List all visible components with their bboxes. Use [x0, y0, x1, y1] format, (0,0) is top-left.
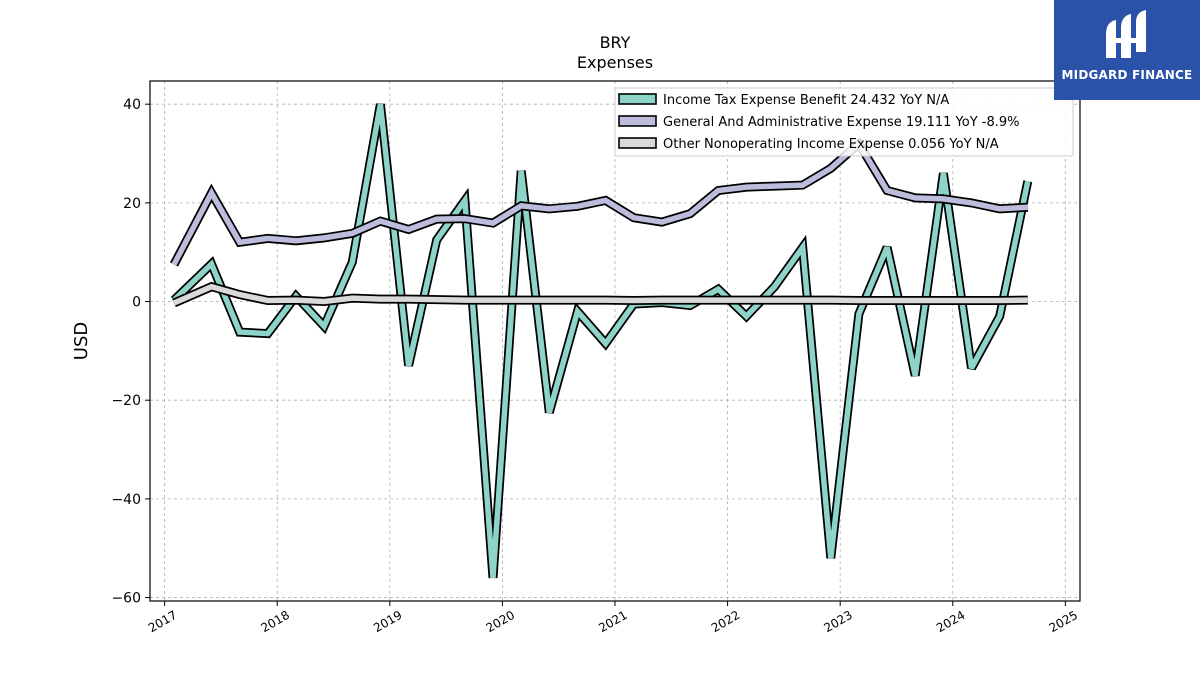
y-tick-label: −60: [111, 591, 141, 607]
legend-entry-label: General And Administrative Expense 19.11…: [663, 115, 1020, 130]
legend-box: [614, 87, 1074, 157]
legend: Income Tax Expense Benefit 24.432 YoY N/…: [614, 87, 1074, 157]
logo-text: MIDGARD FINANCE: [1061, 68, 1193, 82]
legend-swatch: [618, 137, 657, 149]
y-tick-label: 0: [132, 295, 141, 311]
x-tick-label: 2020: [484, 608, 517, 635]
midgard-finance-logo: MIDGARD FINANCE: [1054, 0, 1200, 100]
x-tick-label: 2017: [146, 608, 179, 635]
legend-swatch: [618, 93, 657, 105]
series-lines: [170, 103, 1033, 579]
x-tick-label: 2018: [259, 608, 292, 635]
y-tick-label: 40: [123, 97, 141, 113]
y-tick-label: 20: [123, 196, 141, 212]
legend-entry-label: Income Tax Expense Benefit 24.432 YoY N/…: [663, 93, 949, 108]
x-tick-label: 2019: [371, 608, 404, 635]
y-axis-label: USD: [71, 322, 92, 360]
y-axis: −60 −40 −20 0 20 40: [111, 97, 150, 607]
logo-mark-icon: [1106, 10, 1146, 58]
series-line-general-and-administrative-expense: [171, 139, 1028, 266]
x-tick-label: 2023: [821, 608, 854, 635]
y-tick-label: −20: [111, 393, 141, 409]
x-tick-label: 2021: [596, 608, 629, 635]
legend-swatch: [618, 115, 657, 127]
y-tick-label: −40: [111, 492, 141, 508]
x-tick-label: 2022: [709, 608, 742, 635]
chart-title: BRY: [600, 33, 631, 52]
chart-subtitle: Expenses: [577, 53, 653, 72]
x-tick-label: 2024: [934, 608, 967, 635]
x-tick-label: 2025: [1047, 608, 1080, 635]
grid-lines: [150, 81, 1080, 601]
x-axis: 2017 2018 2019 2020 2021 2022 2023 2024 2025: [146, 601, 1080, 635]
series-line-income-tax-expense-benefit: [172, 103, 1031, 579]
legend-entry-label: Other Nonoperating Income Expense 0.056 …: [663, 137, 999, 152]
series-line-other-nonoperating-income-expense: [172, 283, 1028, 306]
